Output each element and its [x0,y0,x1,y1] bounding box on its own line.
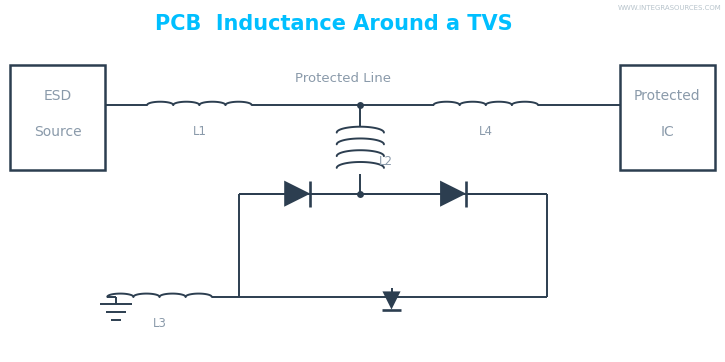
Text: Protected: Protected [634,89,700,103]
Bar [620,65,715,170]
Text: L3: L3 [152,317,167,330]
Text: L2: L2 [378,155,392,168]
Polygon shape [383,291,400,310]
Polygon shape [284,181,310,207]
Text: IC: IC [660,125,674,139]
Text: L1: L1 [192,125,207,138]
Polygon shape [440,181,466,207]
Text: ESD: ESD [44,89,72,103]
Bar [10,65,105,170]
Text: PCB  Inductance Around a TVS: PCB Inductance Around a TVS [154,14,513,34]
Text: L4: L4 [478,125,493,138]
Text: WWW.INTEGRASOURCES.COM: WWW.INTEGRASOURCES.COM [618,5,721,12]
Text: Protected Line: Protected Line [294,72,391,85]
Text: Source: Source [34,125,81,139]
